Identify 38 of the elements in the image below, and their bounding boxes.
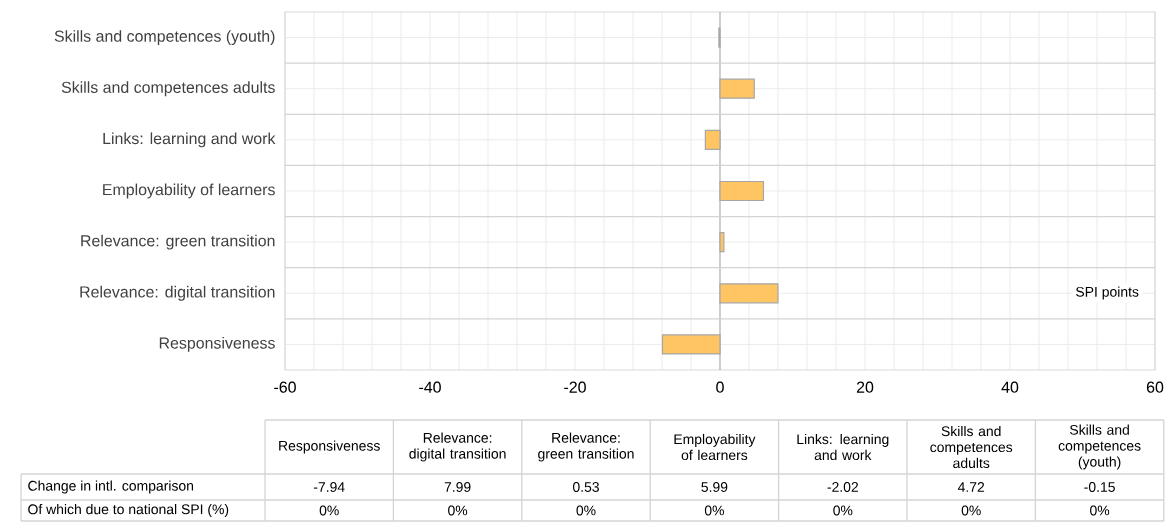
text: 5.99 — [701, 482, 728, 492]
x-tick-label: 0 — [716, 381, 724, 393]
y-tick-label: Skills and competences adults — [61, 81, 275, 97]
text: 0% — [576, 505, 596, 516]
category-label: Links: learning and work — [797, 433, 889, 461]
text: -2.02 — [827, 482, 858, 492]
category-label: Skills and competences adults — [930, 425, 1013, 469]
x-tick-label: -40 — [419, 381, 441, 393]
category-label: Responsiveness — [279, 440, 380, 454]
y-tick-label: Relevance: green transition — [81, 234, 275, 250]
y-tick-label: Employability of learners — [103, 183, 275, 199]
text: 0% — [1090, 505, 1110, 516]
text: Of which due to national SPI (%) — [28, 503, 229, 517]
y-tick-label: Links: learning and work — [103, 132, 276, 148]
text: 4.72 — [957, 482, 985, 492]
category-label: Relevance: green transition — [538, 432, 634, 462]
y-tick-label: Responsiveness — [159, 337, 275, 352]
text: 0% — [319, 505, 339, 516]
text: -7.94 — [313, 482, 345, 492]
x-tick-label: -60 — [274, 381, 296, 393]
text: 0% — [833, 505, 853, 516]
category-label: Relevance: digital transition — [409, 432, 506, 462]
x-tick-label: 20 — [856, 381, 874, 393]
x-tick-label: 60 — [1146, 381, 1164, 393]
y-tick-label: Skills and competences (youth) — [54, 30, 275, 46]
text: Change in intl. comparison — [28, 480, 194, 494]
text: 0% — [961, 505, 981, 516]
category-label: Employability of learners — [674, 433, 756, 461]
text: 0% — [448, 505, 468, 516]
x-axis-title: SPI points — [1076, 286, 1139, 300]
x-tick-label: -20 — [564, 381, 586, 393]
text: -0.15 — [1084, 482, 1115, 492]
x-tick-label: 40 — [1001, 381, 1019, 393]
y-tick-label: Relevance: digital transition — [80, 285, 275, 301]
text: 0.53 — [572, 482, 599, 492]
text: 0% — [704, 505, 724, 516]
text: 7.99 — [444, 482, 471, 492]
category-label: Skills and competences (youth) — [1058, 424, 1141, 470]
